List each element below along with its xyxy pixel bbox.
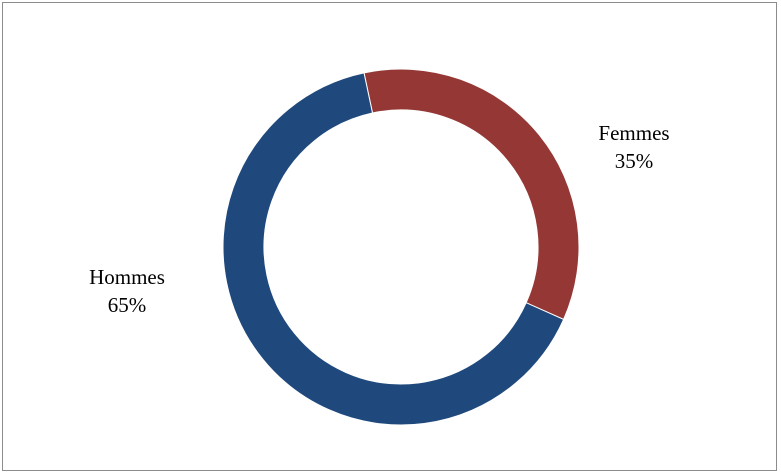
donut-chart: Femmes 35% Hommes 65% [89, 68, 670, 426]
labels-layer: Femmes 35% Hommes 65% [89, 121, 670, 317]
slice-label-hommes: Hommes [89, 265, 165, 289]
slice-value-femmes: 35% [615, 149, 654, 173]
chart-area: Femmes 35% Hommes 65% [2, 2, 777, 471]
slice-femmes [363, 68, 580, 321]
slice-hommes [222, 72, 565, 426]
slice-value-hommes: 65% [108, 293, 147, 317]
slices-layer [222, 68, 580, 426]
slice-label-femmes: Femmes [598, 121, 669, 145]
